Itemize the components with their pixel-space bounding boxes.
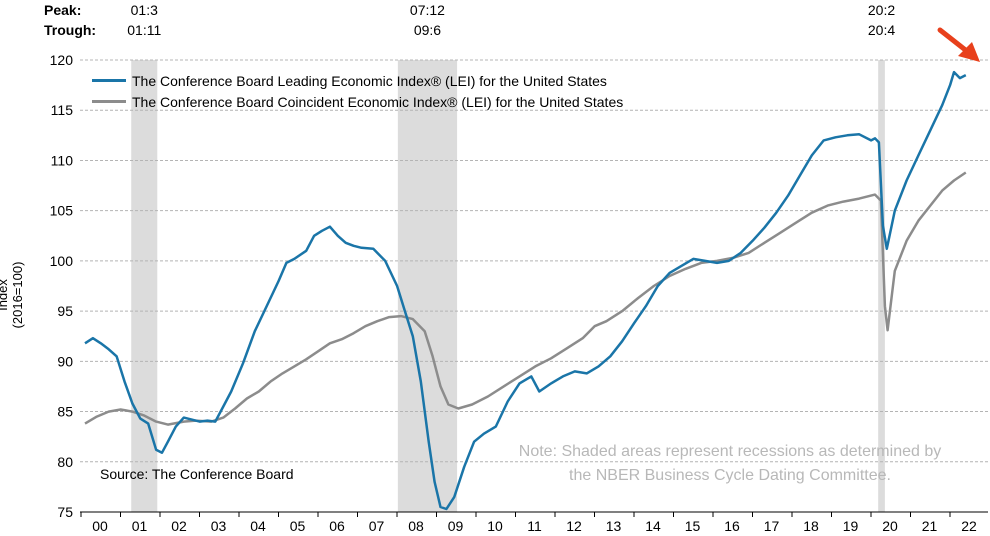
x-tick-label-13: 13 — [606, 518, 622, 534]
recession-trough-1: 09:6 — [413, 22, 442, 38]
recession-note-line-2: the NBER Business Cycle Dating Committee… — [569, 467, 891, 484]
series-layer — [84, 70, 967, 511]
legend: The Conference Board Leading Economic In… — [92, 70, 623, 112]
x-tick-label-18: 18 — [803, 518, 819, 534]
peak-label: Peak: — [44, 2, 82, 18]
y-tick-label-80: 80 — [57, 454, 73, 470]
x-tick-label-03: 03 — [211, 518, 227, 534]
x-tick-label-09: 09 — [448, 518, 464, 534]
x-tick-label-06: 06 — [329, 518, 345, 534]
y-tick-label-75: 75 — [57, 504, 73, 520]
legend-item-cei: The Conference Board Coincident Economic… — [92, 91, 623, 112]
recession-note: Note: Shaded areas represent recessions … — [470, 440, 990, 488]
x-tick-label-10: 10 — [487, 518, 503, 534]
y-tick-label-85: 85 — [57, 404, 73, 420]
trend-arrow-icon — [937, 27, 980, 62]
trough-label: Trough: — [44, 22, 97, 38]
x-tick-label-01: 01 — [132, 518, 148, 534]
x-tick-label-16: 16 — [724, 518, 740, 534]
y-tick-label-95: 95 — [57, 303, 73, 319]
x-tick-label-19: 19 — [843, 518, 859, 534]
recession-peak-1: 07:12 — [409, 2, 445, 18]
legend-swatch-cei — [92, 100, 126, 103]
grid-layer — [80, 59, 988, 463]
x-tick-label-12: 12 — [566, 518, 582, 534]
x-tick-label-00: 00 — [92, 518, 108, 534]
recession-peak-2: 20:2 — [867, 2, 896, 18]
x-tick-label-02: 02 — [171, 518, 187, 534]
legend-label-lei: The Conference Board Leading Economic In… — [132, 72, 607, 89]
recession-note-line-1: Note: Shaded areas represent recessions … — [518, 443, 942, 460]
y-tick-label-120: 120 — [50, 52, 74, 68]
x-tick-label-15: 15 — [685, 518, 701, 534]
axis-layer: 75 80 85 90 95 100 105 110 115 120 00 01 02 03 04 05 06 0… — [50, 52, 988, 534]
recession-shading-layer — [131, 60, 885, 512]
series-line-cei — [84, 171, 967, 426]
y-axis-label: Index (2016=100) — [0, 261, 25, 329]
x-tick-label-17: 17 — [764, 518, 780, 534]
x-tick-label-04: 04 — [250, 518, 266, 534]
x-tick-label-07: 07 — [369, 518, 385, 534]
y-tick-label-105: 105 — [50, 203, 74, 219]
y-tick-label-115: 115 — [51, 102, 74, 118]
recession-band-2 — [878, 60, 885, 512]
x-tick-label-11: 11 — [527, 518, 542, 534]
x-tick-label-20: 20 — [882, 518, 898, 534]
x-tick-label-21: 21 — [922, 518, 938, 534]
recession-band-1 — [397, 60, 458, 512]
legend-label-cei: The Conference Board Coincident Economic… — [132, 93, 624, 110]
y-tick-label-100: 100 — [50, 253, 74, 269]
source-note: Source: The Conference Board — [100, 466, 294, 482]
recession-peak-0: 01:3 — [130, 2, 158, 18]
x-tick-label-14: 14 — [645, 518, 661, 534]
x-tick-label-05: 05 — [290, 518, 306, 534]
arrow-shaft — [937, 27, 971, 55]
recession-trough-2: 20:4 — [867, 22, 896, 38]
legend-swatch-lei — [92, 79, 126, 82]
y-tick-label-110: 110 — [51, 152, 74, 168]
y-tick-label-90: 90 — [57, 353, 73, 369]
arrow-head — [958, 42, 980, 62]
legend-item-lei: The Conference Board Leading Economic In… — [92, 70, 623, 91]
recession-trough-0: 01:11 — [127, 22, 162, 38]
x-tick-label-22: 22 — [961, 518, 977, 534]
series-line-lei — [84, 70, 967, 511]
x-tick-label-08: 08 — [408, 518, 424, 534]
